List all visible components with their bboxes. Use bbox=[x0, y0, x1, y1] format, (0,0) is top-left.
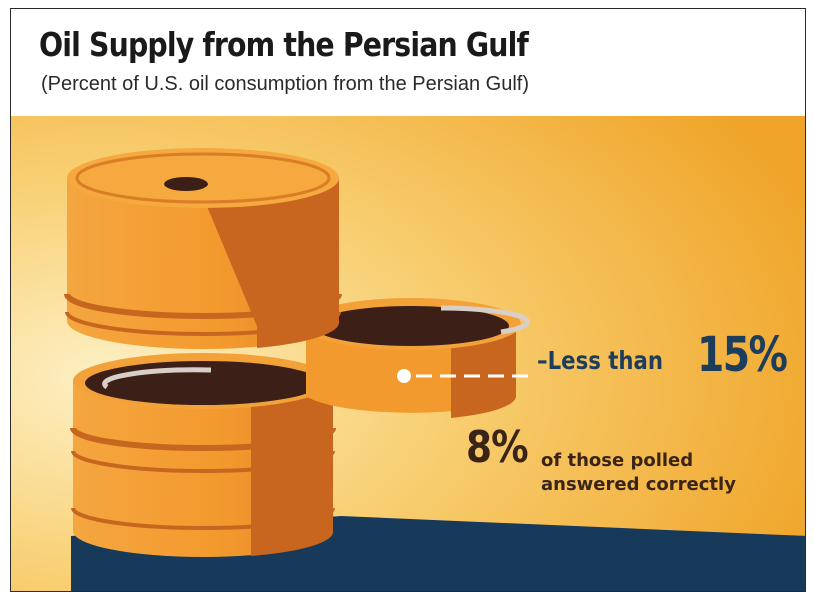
page-subtitle: (Percent of U.S. oil consumption from th… bbox=[41, 73, 529, 95]
header: Oil Supply from the Persian Gulf (Percen… bbox=[11, 9, 805, 116]
answer-prefix: –Less than bbox=[537, 346, 664, 375]
top-barrel bbox=[64, 148, 342, 349]
infographic-frame: Oil Supply from the Persian Gulf (Percen… bbox=[10, 8, 806, 592]
poll-percent: 8% bbox=[466, 422, 529, 473]
answer-value: 15% bbox=[697, 327, 788, 383]
barrel-illustration bbox=[11, 116, 805, 591]
bottom-barrel bbox=[70, 353, 336, 557]
leader-dot bbox=[397, 369, 411, 383]
page-title: Oil Supply from the Persian Gulf bbox=[39, 25, 529, 64]
poll-caption: of those polled answered correctly bbox=[541, 449, 736, 497]
poll-caption-line1: of those polled bbox=[541, 450, 694, 471]
floating-lid bbox=[301, 298, 530, 418]
poll-caption-line2: answered correctly bbox=[541, 474, 736, 495]
illustration-scene: –Less than 15% 8% of those polled answer… bbox=[11, 116, 805, 591]
